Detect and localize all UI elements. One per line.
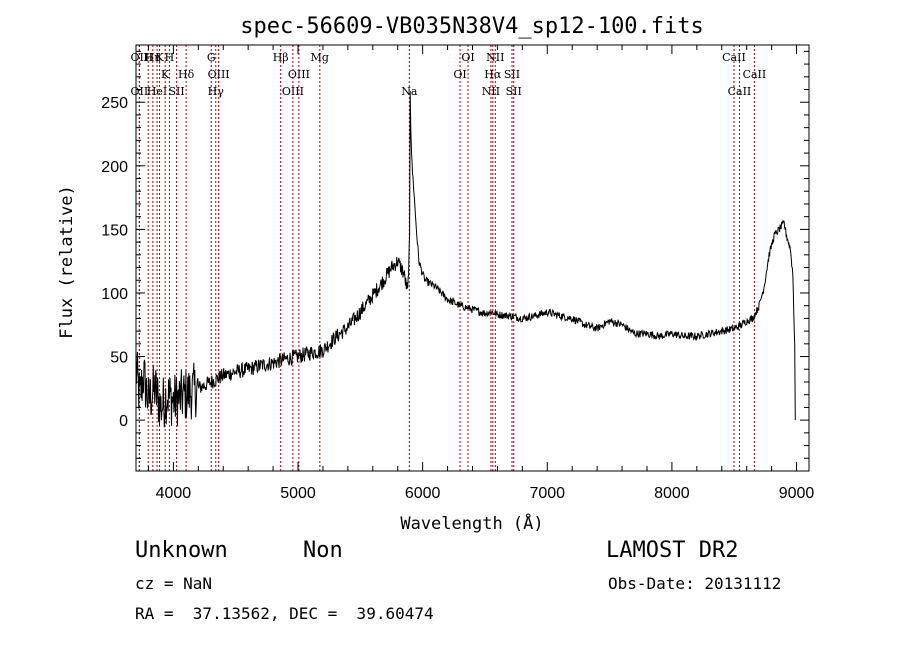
x-tick-label-1: 5000: [280, 485, 316, 502]
line-marker-label-12: OIII: [208, 68, 230, 81]
coordinates-line: RA = 37.13562, DEC = 39.60474: [135, 604, 434, 623]
line-marker-label-16: Mg: [311, 51, 329, 64]
line-marker-label-8: SII: [169, 85, 185, 98]
y-tick-label-2: 100: [101, 286, 128, 303]
line-marker-label-14: OIII: [282, 85, 304, 98]
line-marker-label-18: OI: [453, 68, 466, 81]
line-marker-label-1: OII: [131, 85, 149, 98]
axes: 4000 5000 6000 7000 8000 9000 0 50 100 150 200 250: [101, 45, 814, 502]
line-marker-label-15: OIII: [288, 68, 310, 81]
observation-date: Obs-Date: 20131112: [608, 574, 782, 593]
line-marker-label-19: OI: [461, 51, 474, 64]
spectrum-line-0: [135, 91, 796, 428]
object-class: Unknown: [135, 538, 228, 563]
line-marker-label-10: G: [207, 51, 216, 64]
line-marker-label-6: K: [161, 68, 170, 81]
x-tick-label-5: 9000: [779, 485, 815, 502]
line-marker-label-25: CaII: [722, 51, 746, 64]
line-marker-label-4: HeI: [147, 85, 167, 98]
line-marker-label-17: Na: [401, 85, 418, 98]
line-marker-label-2: H: [143, 51, 153, 64]
line-marker-label-22: NII: [486, 51, 504, 64]
spectrum-series: [135, 91, 796, 428]
line-marker-label-13: Hβ: [273, 51, 289, 64]
line-marker-label-27: CaII: [743, 68, 767, 81]
line-marker-label-24: SII: [506, 85, 522, 98]
line-marker-label-23: SII: [504, 68, 520, 81]
y-tick-label-3: 150: [101, 222, 128, 239]
y-tick-label-1: 50: [110, 350, 128, 367]
line-marker-label-26: CaII: [728, 85, 752, 98]
emission-line-markers: OIIOIIHHηHeIKKHSIIHδGHγOIIIHβOIIIOIIIMgN…: [131, 45, 767, 471]
plot-frame: [135, 44, 810, 472]
y-axis-label: Flux (relative): [57, 185, 77, 339]
x-tick-label-2: 6000: [405, 485, 441, 502]
x-tick-label-4: 8000: [654, 485, 690, 502]
x-tick-label-3: 7000: [529, 485, 565, 502]
line-marker-label-21: Hα: [484, 68, 502, 81]
line-marker-label-11: Hγ: [208, 85, 225, 98]
object-subclass: Non: [303, 538, 343, 563]
survey-label: LAMOST DR2: [606, 538, 739, 563]
y-tick-label-0: 0: [119, 413, 128, 430]
line-marker-label-20: NII: [482, 85, 500, 98]
chart-title: spec-56609-VB035N38V4_sp12-100.fits: [240, 14, 704, 39]
line-marker-label-7: H: [165, 51, 175, 64]
x-axis-label: Wavelength (Å): [400, 512, 543, 534]
line-marker-label-5: K: [155, 51, 164, 64]
line-marker-label-9: Hδ: [178, 68, 195, 81]
x-tick-label-0: 4000: [156, 485, 192, 502]
redshift-line: cz = NaN: [135, 574, 213, 593]
y-tick-label-4: 200: [101, 159, 128, 176]
y-tick-label-5: 250: [101, 95, 128, 112]
